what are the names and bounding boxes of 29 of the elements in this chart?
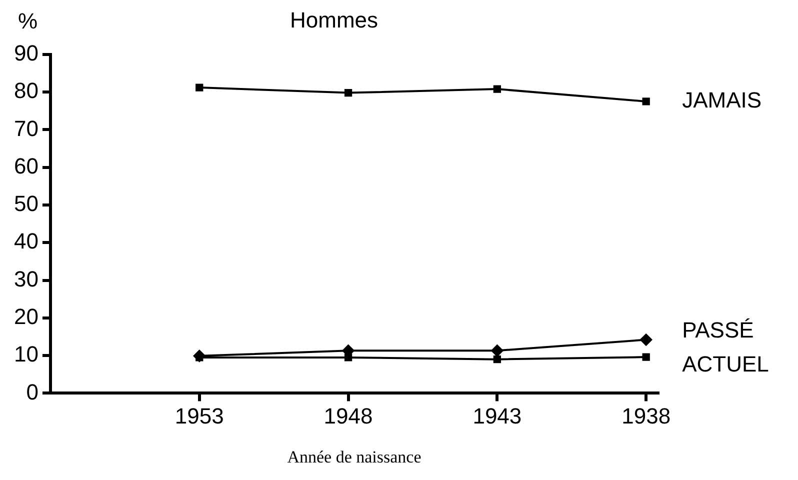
y-axis-title: % (18, 8, 38, 34)
y-tick-label: 20 (14, 304, 38, 329)
point (493, 85, 502, 93)
chart-title: Hommes (290, 7, 378, 32)
y-tick-label: 40 (14, 228, 38, 254)
y-tick-label: 80 (14, 78, 38, 104)
x-tick-label: 1938 (622, 403, 671, 428)
y-tick-label: 0 (26, 379, 38, 404)
series-label: ACTUEL (682, 351, 769, 376)
series-label: JAMAIS (682, 88, 762, 113)
point (640, 334, 652, 346)
x-tick-label: 1943 (472, 403, 522, 428)
x-tick-label: 1948 (324, 403, 373, 428)
point (642, 98, 650, 106)
point (642, 353, 650, 361)
y-tick-label: 90 (14, 40, 38, 66)
point (493, 355, 502, 364)
y-tick-label: 10 (14, 342, 38, 367)
y-tick-label: 50 (14, 191, 38, 216)
y-tick-label: 60 (14, 153, 38, 178)
y-tick-label: 70 (14, 116, 38, 141)
point (491, 344, 504, 357)
point (344, 354, 352, 362)
x-tick-label: 1953 (174, 403, 224, 428)
series-label: PASSÉ (682, 317, 754, 342)
point (344, 88, 352, 97)
x-axis-title: Année de naissance (287, 447, 422, 466)
point (196, 84, 204, 92)
y-tick-label: 30 (14, 266, 38, 292)
